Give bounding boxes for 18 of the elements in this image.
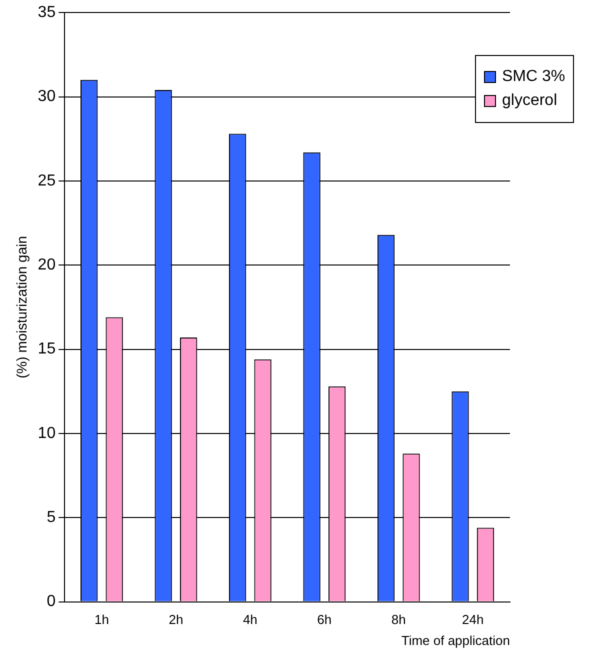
- x-tick-label: 8h: [391, 612, 406, 628]
- y-tick-label: 0: [46, 593, 56, 610]
- y-axis-title: (%) moisturization gain: [13, 236, 30, 378]
- x-tick-label: 6h: [317, 612, 332, 628]
- x-axis-title: Time of application: [401, 632, 510, 648]
- x-tick-label: 4h: [242, 612, 258, 628]
- legend-label: glycerol: [502, 92, 558, 110]
- y-tick-label: 5: [46, 509, 56, 526]
- x-tick-label: 1h: [94, 612, 109, 628]
- y-tick-label: 15: [38, 340, 56, 358]
- y-tick-label: 20: [38, 256, 56, 274]
- legend-label: SMC 3%: [502, 68, 566, 86]
- y-tick-label: 10: [38, 424, 56, 442]
- y-tick-label: 35: [38, 4, 56, 22]
- y-tick-label: 25: [38, 172, 56, 190]
- x-tick-label: 2h: [168, 612, 184, 628]
- y-tick-label: 30: [38, 88, 56, 106]
- x-tick-label: 24h: [462, 612, 484, 628]
